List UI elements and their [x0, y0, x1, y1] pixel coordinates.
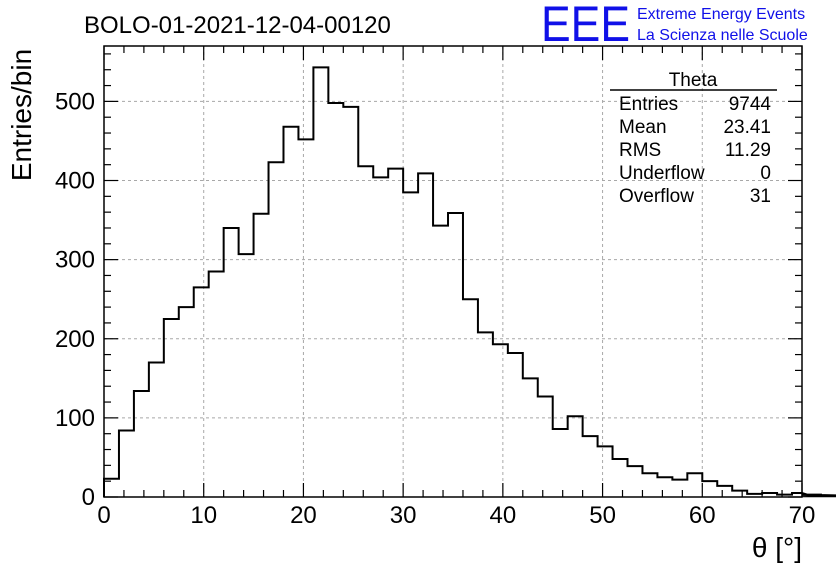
y-tick-label-500: 500: [55, 88, 95, 115]
histogram-bin-3: [149, 362, 164, 497]
stats-label: Overflow: [619, 186, 694, 207]
histogram-bin-19: [388, 169, 403, 497]
plot-frame: [103, 45, 803, 498]
histogram-bin-24: [463, 299, 478, 497]
histogram-bin-27: [508, 353, 523, 497]
histogram-bin-21: [418, 173, 433, 497]
histogram-bin-10: [254, 214, 269, 497]
stats-value: 11.29: [725, 140, 771, 161]
x-tick-label-20: 20: [290, 502, 317, 529]
histogram-bin-29: [538, 397, 553, 497]
histogram-series: [103, 66, 836, 498]
x-axis-title: θ [°]: [752, 532, 802, 563]
y-tick-label-300: 300: [55, 247, 95, 274]
histogram-bin-33: [598, 446, 613, 497]
histogram-bin-12: [283, 127, 298, 497]
stats-value: 31: [750, 186, 771, 207]
stats-box: Theta Entries 9744 Mean 23.41 RMS 11.29 Underf…: [610, 70, 777, 207]
stats-label: RMS: [619, 140, 661, 161]
y-tick-label-400: 400: [55, 168, 95, 195]
x-tick-label-40: 40: [490, 502, 517, 529]
histogram-bin-31: [568, 416, 583, 497]
histogram-bin-37: [657, 477, 672, 497]
logo-line-1: Extreme Energy Events: [637, 6, 805, 23]
histogram-bin-4: [164, 319, 179, 497]
chart-title: BOLO-01-2021-12-04-00120: [84, 12, 391, 39]
histogram-bin-2: [134, 391, 149, 497]
histogram-bin-13: [298, 139, 313, 497]
histogram-bin-6: [194, 287, 209, 497]
histogram-bin-14: [313, 67, 328, 497]
histogram-bin-25: [478, 332, 493, 497]
x-tick-label-60: 60: [689, 502, 716, 529]
x-tick-label-70: 70: [789, 502, 816, 529]
histogram-bin-34: [613, 459, 628, 497]
histogram-bin-8: [224, 228, 239, 497]
histogram-bin-36: [642, 473, 657, 497]
stats-box-title: Theta: [669, 70, 718, 91]
histogram-bin-40: [702, 481, 717, 497]
y-tick-labels: 0 100 200 300 400 500: [55, 88, 95, 511]
histogram-bin-28: [523, 378, 538, 497]
histogram-bin-20: [403, 192, 418, 497]
y-tick-label-0: 0: [82, 484, 95, 511]
histogram-bin-32: [583, 436, 598, 497]
histogram-bin-1: [119, 431, 134, 497]
histogram-bin-30: [553, 429, 568, 497]
histogram-bin-7: [209, 272, 224, 498]
stats-label: Underflow: [619, 163, 705, 184]
stats-label: Mean: [619, 117, 667, 138]
histogram-bin-9: [239, 254, 254, 497]
x-tick-label-30: 30: [390, 502, 417, 529]
histogram-bin-23: [448, 213, 463, 497]
y-tick-label-200: 200: [55, 326, 95, 353]
histogram-bin-22: [433, 226, 448, 497]
x-tick-label-0: 0: [97, 502, 110, 529]
histogram-bin-17: [358, 166, 373, 497]
histogram-outline: [103, 66, 836, 498]
stats-value: 0: [760, 163, 771, 184]
histogram-bin-35: [628, 466, 643, 497]
histogram-bin-39: [687, 473, 702, 497]
y-tick-label-100: 100: [55, 405, 95, 432]
x-tick-labels: 0 10 20 30 40 50 60 70: [97, 502, 815, 529]
histogram-bin-15: [328, 103, 343, 497]
stats-value: 23.41: [723, 117, 771, 138]
histogram-bin-5: [179, 307, 194, 497]
x-tick-label-10: 10: [190, 502, 217, 529]
stats-label: Entries: [619, 94, 678, 115]
stats-value: 9744: [729, 94, 772, 115]
x-tick-label-50: 50: [589, 502, 616, 529]
histogram-bin-26: [493, 344, 508, 497]
histogram-bin-38: [672, 480, 687, 497]
y-axis-title: Entries/bin: [6, 49, 37, 181]
histogram-bin-41: [717, 486, 732, 497]
eee-logo: EEE: [541, 0, 630, 52]
logo-line-2: La Scienza nelle Scuole: [637, 27, 808, 44]
grid-lines: [104, 46, 802, 497]
histogram-bin-16: [343, 107, 358, 497]
histogram-bin-11: [269, 162, 284, 497]
histogram-bin-18: [373, 177, 388, 497]
